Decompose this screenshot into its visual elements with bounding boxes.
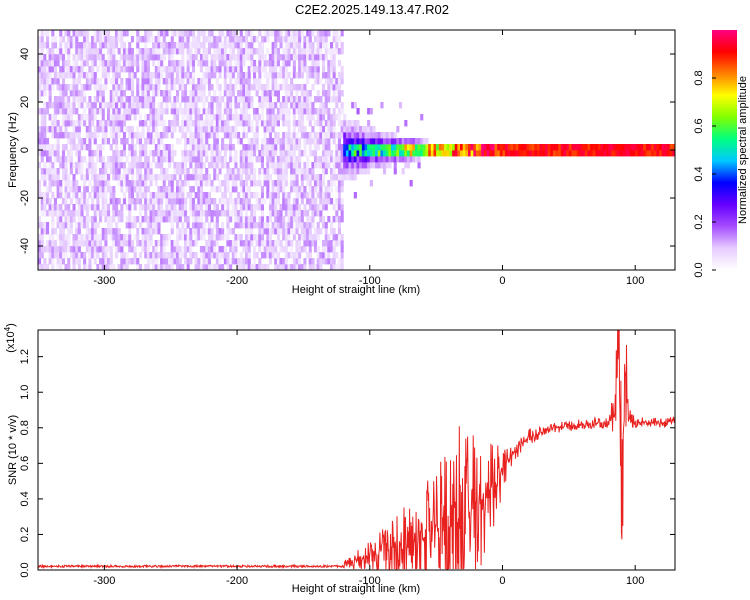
spectrogram-y-axis-title: Frequency (Hz) (7, 112, 19, 188)
colorbar-gradient (712, 30, 737, 270)
colorbar-label: Normalized spectral amplitude (737, 76, 749, 224)
spectrogram-y-tick-label: -40 (19, 238, 31, 254)
spectrogram-y-tick-label: 20 (19, 96, 31, 108)
colorbar-ticks: 0.0 0.2 0.4 0.6 0.8 (693, 70, 716, 278)
figure-title: C2E2.2025.149.13.47.R02 (295, 2, 449, 17)
snr-y-tick-label: 0.8 (19, 420, 31, 435)
spectrogram-x-tick-label: 100 (626, 275, 644, 287)
snr-x-tick-label: -200 (226, 575, 248, 587)
colorbar: 0.0 0.2 0.4 0.6 0.8 Normalized spectral ampl… (693, 30, 749, 278)
snr-x-axis-title: Height of straight line (km) (292, 583, 420, 595)
colorbar-tick-label: 0.4 (693, 166, 705, 181)
snr-frame (37, 329, 676, 571)
snr-x-ticks: -300 -200 -100 0 100 (93, 330, 644, 587)
snr-x-tick-label: 0 (499, 575, 505, 587)
snr-y-tick-label: 1.0 (19, 385, 31, 400)
snr-y-tick-label: 0.6 (19, 456, 31, 471)
spectrogram-y-tick-label: 0 (19, 147, 31, 153)
colorbar-tick-label: 0.2 (693, 214, 705, 229)
spectrogram-y-tick-label: -20 (19, 190, 31, 206)
snr-y-multiplier: (x104) (3, 323, 17, 353)
snr-y-ticks: 0.0 0.2 0.4 0.6 0.8 1.0 1.2 (19, 349, 675, 578)
snr-panel: -300 -200 -100 0 100 0.0 0.2 0.4 0.6 0.8 1.0 1.2 H… (3, 323, 676, 595)
snr-x-tick-label: -100 (359, 575, 381, 587)
spectrogram-x-tick-label: -200 (226, 275, 248, 287)
snr-y-tick-label: 0.4 (19, 491, 31, 506)
snr-x-tick-label: 100 (626, 575, 644, 587)
snr-y-axis-title: SNR (10 * v/v) (7, 415, 19, 485)
spectrogram-y-tick-label: 40 (19, 48, 31, 60)
colorbar-tick-label: 0.6 (693, 118, 705, 133)
snr-y-tick-label: 0.2 (19, 527, 31, 542)
spectrogram-x-ticks: -300 -200 -100 0 100 (93, 30, 644, 287)
spectrogram-x-tick-label: 0 (499, 275, 505, 287)
colorbar-tick-label: 0.0 (693, 262, 705, 277)
snr-y-tick-label: 0.0 (19, 562, 31, 577)
spectrogram-x-axis-title: Height of straight line (km) (292, 284, 420, 296)
spectrogram-x-tick-label: -100 (359, 275, 381, 287)
snr-x-tick-label: -300 (93, 575, 115, 587)
spectrogram-y-ticks: -40 -20 0 20 40 (19, 48, 675, 254)
spectrogram-cells (38, 30, 675, 270)
snr-y-tick-label: 1.2 (19, 349, 31, 364)
colorbar-tick-label: 0.8 (693, 70, 705, 85)
spectrogram-x-tick-label: -300 (93, 275, 115, 287)
snr-series-line (38, 330, 675, 570)
